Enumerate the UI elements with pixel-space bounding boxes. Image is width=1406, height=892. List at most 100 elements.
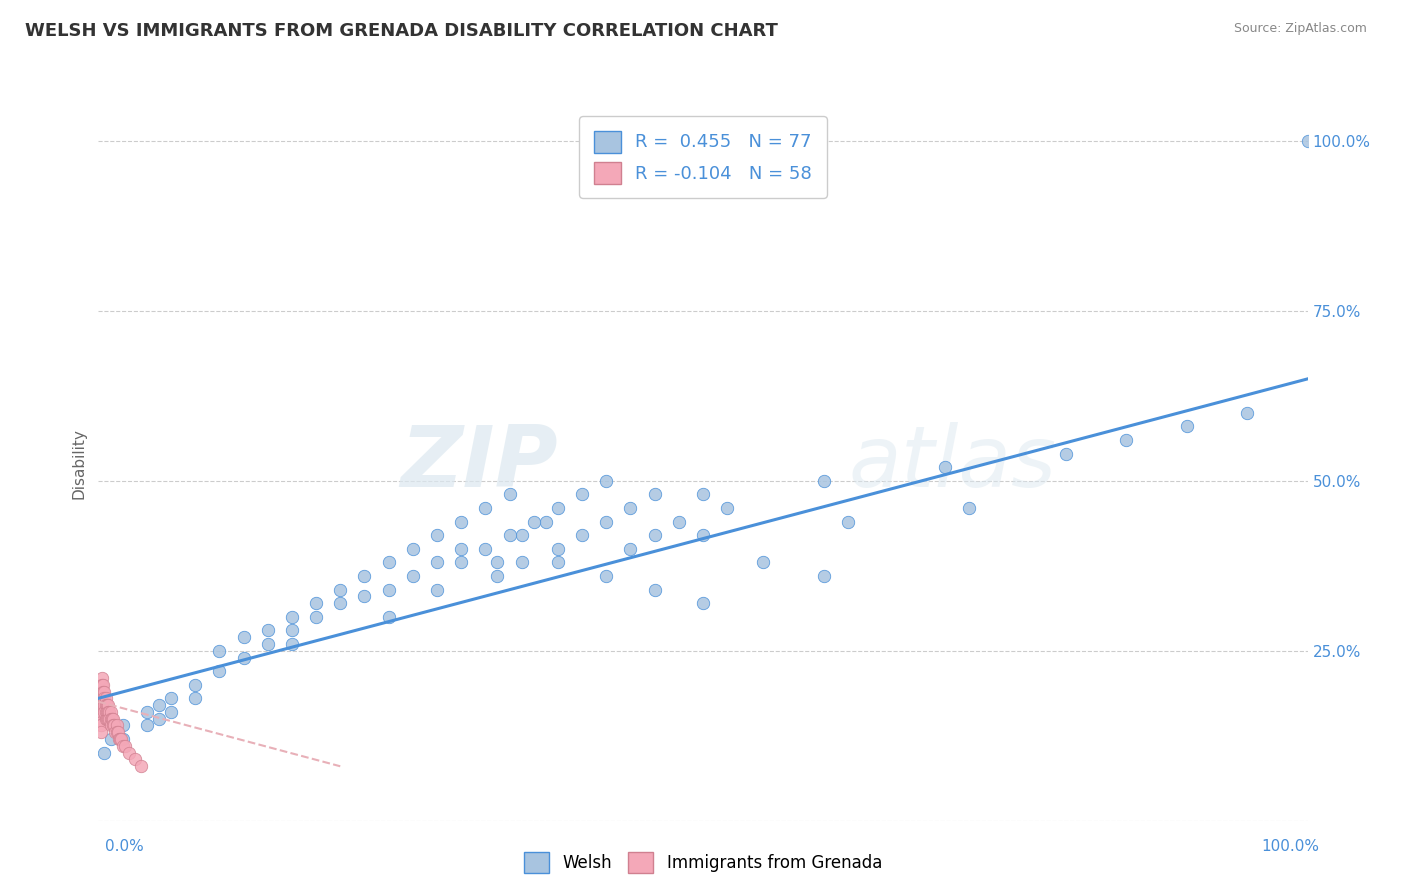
Point (90, 698, 112, 712)
Point (353, 590, 375, 604)
Point (94, 705, 117, 719)
Point (534, 515, 557, 529)
Point (90, 718, 112, 732)
Point (450, 555, 472, 569)
Point (644, 487, 666, 501)
Text: ZIP: ZIP (401, 422, 558, 506)
Point (98, 705, 121, 719)
Point (97, 705, 120, 719)
Point (90, 725, 112, 739)
Point (90, 712, 112, 726)
Point (305, 609, 328, 624)
Point (934, 460, 956, 475)
Point (91, 705, 114, 719)
Point (547, 541, 569, 556)
Point (644, 582, 666, 597)
Point (91, 678, 114, 692)
Point (184, 678, 207, 692)
Point (135, 718, 157, 732)
Point (91, 691, 114, 706)
Point (103, 718, 125, 732)
Point (93, 698, 115, 712)
Point (692, 528, 714, 542)
Point (571, 487, 593, 501)
Point (668, 515, 690, 529)
Point (281, 609, 304, 624)
Point (91, 671, 114, 685)
Point (329, 582, 352, 597)
Point (486, 555, 509, 569)
Point (124, 752, 146, 766)
Point (160, 691, 183, 706)
Point (129, 759, 152, 773)
Point (100, 712, 122, 726)
Point (90, 691, 112, 706)
Point (90, 712, 112, 726)
Point (114, 739, 136, 753)
Point (90, 718, 112, 732)
Point (90, 684, 112, 698)
Legend: R =  0.455   N = 77, R = -0.104   N = 58: R = 0.455 N = 77, R = -0.104 N = 58 (579, 116, 827, 198)
Point (402, 569, 425, 583)
Point (90, 705, 112, 719)
Point (402, 541, 425, 556)
Point (1296, 134, 1319, 148)
Point (111, 732, 134, 747)
Point (692, 487, 714, 501)
Point (111, 718, 134, 732)
Point (135, 705, 157, 719)
Point (208, 664, 231, 678)
Point (105, 718, 128, 732)
Text: 100.0%: 100.0% (1261, 839, 1319, 854)
Point (93, 746, 115, 760)
Point (450, 541, 472, 556)
Point (1175, 419, 1198, 434)
Point (281, 624, 304, 638)
Point (523, 515, 546, 529)
Point (571, 528, 593, 542)
Point (281, 637, 304, 651)
Point (100, 712, 122, 726)
Point (101, 712, 124, 726)
Point (108, 732, 131, 747)
Point (486, 569, 509, 583)
Point (426, 582, 449, 597)
Point (377, 582, 399, 597)
Point (305, 596, 328, 610)
Point (91, 684, 114, 698)
Point (644, 528, 666, 542)
Point (90, 678, 112, 692)
Point (716, 501, 738, 516)
Point (510, 555, 533, 569)
Point (232, 650, 254, 665)
Text: 0.0%: 0.0% (105, 839, 145, 854)
Point (498, 487, 520, 501)
Point (256, 637, 278, 651)
Point (91, 678, 114, 692)
Point (547, 555, 569, 569)
Point (1115, 433, 1137, 447)
Point (619, 541, 641, 556)
Point (353, 569, 375, 583)
Point (837, 515, 859, 529)
Point (100, 705, 122, 719)
Point (426, 528, 449, 542)
Point (256, 624, 278, 638)
Point (450, 515, 472, 529)
Point (160, 705, 183, 719)
Point (110, 732, 132, 747)
Point (474, 501, 496, 516)
Point (595, 569, 617, 583)
Point (105, 725, 128, 739)
Point (91, 698, 114, 712)
Point (94, 712, 117, 726)
Point (94, 691, 117, 706)
Point (426, 555, 449, 569)
Point (97, 698, 120, 712)
Text: Source: ZipAtlas.com: Source: ZipAtlas.com (1233, 22, 1367, 36)
Point (510, 528, 533, 542)
Point (91, 684, 114, 698)
Legend: Welsh, Immigrants from Grenada: Welsh, Immigrants from Grenada (517, 846, 889, 880)
Point (329, 596, 352, 610)
Point (104, 725, 127, 739)
